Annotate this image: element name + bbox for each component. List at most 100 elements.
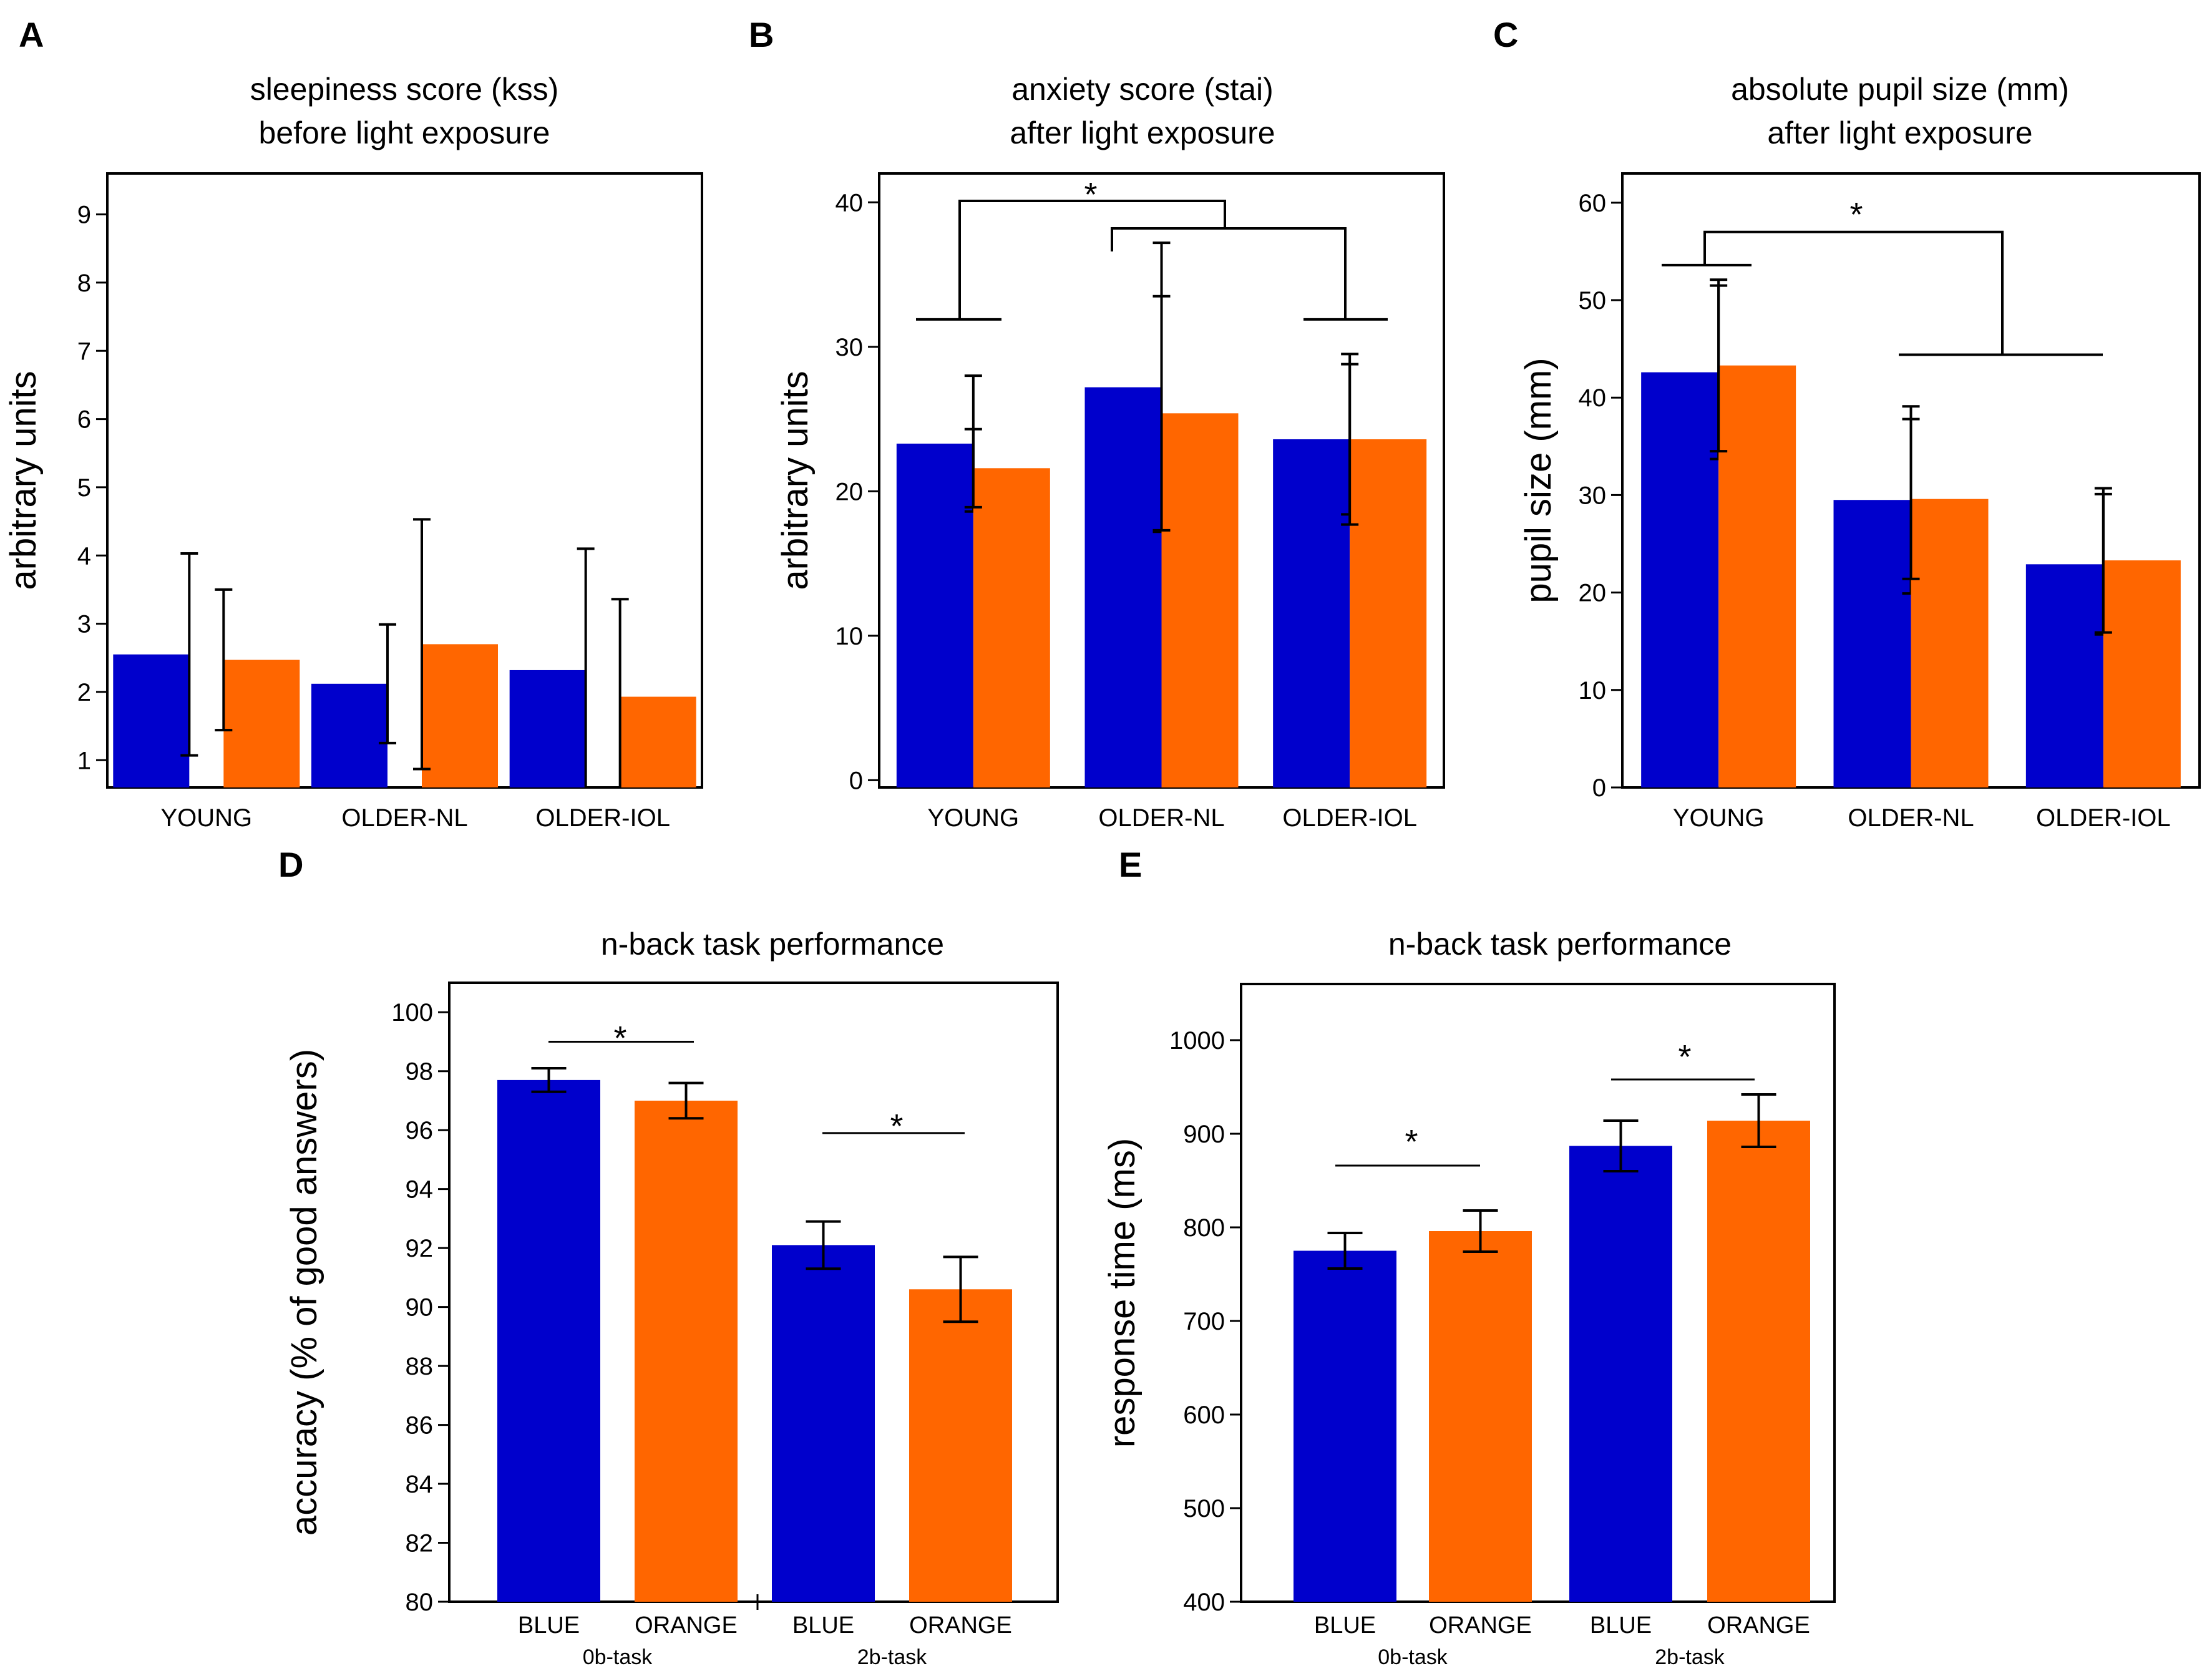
x-category-label: OLDER-NL: [341, 804, 467, 832]
panel-e: En-back task performance 400 500 600 700 800 9…: [1102, 845, 1836, 1669]
bar-orange: [1911, 499, 1989, 787]
x-category-label: OLDER-IOL: [2036, 804, 2171, 832]
x-category-label: BLUE: [792, 1612, 854, 1639]
significance-star: *: [613, 1020, 626, 1057]
y-tick-label: 50: [1579, 287, 1607, 314]
y-tick-label: 500: [1183, 1495, 1225, 1522]
chart-title: n-back task performance: [601, 927, 944, 962]
x-category-label: ORANGE: [1707, 1612, 1810, 1639]
x-category-label: OLDER-NL: [1098, 804, 1224, 832]
y-tick-label: 2: [77, 679, 91, 706]
x-category-label: OLDER-NL: [1848, 804, 1974, 832]
panel-label-c: C: [1493, 15, 1518, 54]
bar-blue: [896, 443, 973, 787]
y-tick-label: 6: [77, 406, 91, 434]
significance-star: *: [1405, 1123, 1418, 1161]
y-tick-label: 60: [1579, 190, 1607, 217]
bar-orange: [2103, 560, 2181, 787]
y-tick-label: 600: [1183, 1401, 1225, 1429]
y-tick-label: 1000: [1169, 1027, 1225, 1055]
significance-star: *: [1084, 176, 1097, 213]
y-tick-label: 40: [836, 189, 864, 217]
x-category-label: OLDER-IOL: [535, 804, 670, 832]
x-group-label: 2b-task: [1655, 1645, 1725, 1669]
chart-title-line: after light exposure: [1767, 115, 2032, 150]
significance-bracket: [1111, 227, 1347, 319]
chart-title-line: after light exposure: [1010, 115, 1275, 150]
y-axis-label: arbitrary units: [775, 371, 816, 590]
significance-bracket: [958, 199, 1226, 319]
bar-orange: [909, 1289, 1012, 1602]
y-tick-label: 86: [406, 1412, 434, 1440]
x-category-label: BLUE: [1314, 1612, 1376, 1639]
bar-orange: [620, 696, 696, 787]
y-tick-label: 7: [77, 338, 91, 365]
significance-star: *: [1678, 1038, 1691, 1076]
y-tick-label: 84: [406, 1471, 434, 1498]
bar-blue: [1084, 387, 1162, 787]
bar-orange: [973, 468, 1050, 787]
bar-blue: [1273, 439, 1350, 787]
bar-blue: [311, 683, 387, 787]
y-tick-label: 30: [836, 334, 864, 361]
x-category-label: BLUE: [518, 1612, 580, 1639]
bar-orange: [1161, 413, 1239, 787]
bar-orange: [1429, 1231, 1532, 1602]
y-tick-label: 900: [1183, 1121, 1225, 1148]
y-tick-label: 100: [391, 999, 433, 1026]
y-tick-label: 96: [406, 1117, 434, 1144]
y-axis-label: response time (ms): [1102, 1138, 1143, 1448]
y-tick-label: 8: [77, 270, 91, 297]
y-tick-label: 800: [1183, 1214, 1225, 1242]
y-tick-label: 40: [1579, 384, 1607, 412]
bar-orange: [1350, 439, 1427, 787]
y-tick-label: 10: [1579, 677, 1607, 704]
x-group-label: 0b-task: [583, 1645, 653, 1669]
y-tick-label: 80: [406, 1589, 434, 1616]
bar-blue: [772, 1245, 875, 1602]
y-tick-label: 0: [849, 767, 863, 794]
significance-star: *: [890, 1108, 903, 1145]
y-tick-label: 90: [406, 1294, 434, 1322]
x-category-label: ORANGE: [635, 1612, 738, 1639]
y-tick-label: 3: [77, 611, 91, 638]
y-axis-label: arbitrary units: [3, 371, 44, 590]
plot-frame: [448, 982, 1059, 1603]
y-tick-label: 94: [406, 1176, 434, 1204]
y-tick-label: 1: [77, 747, 91, 774]
x-category-label: ORANGE: [909, 1612, 1012, 1639]
panel-label-e: E: [1119, 845, 1142, 884]
bar-blue: [1569, 1146, 1672, 1602]
panel-label-b: B: [749, 15, 774, 54]
x-category-label: YOUNG: [160, 804, 252, 832]
y-axis-label: accuracy (% of good answers): [284, 1049, 324, 1536]
y-tick-label: 700: [1183, 1308, 1225, 1335]
y-tick-label: 10: [836, 623, 864, 650]
y-tick-label: 9: [77, 202, 91, 229]
bar-orange: [422, 644, 498, 787]
x-category-label: YOUNG: [927, 804, 1019, 832]
bar-blue: [2025, 564, 2103, 787]
x-group-label: 2b-task: [857, 1645, 927, 1669]
panel-d: Dn-back task performance 80 82 84 86 88 90 92 94…: [278, 845, 1059, 1669]
x-category-label: OLDER-IOL: [1282, 804, 1417, 832]
chart-title-line: sleepiness score (kss): [250, 72, 559, 107]
y-tick-label: 5: [77, 474, 91, 502]
chart-title-line: before light exposure: [259, 115, 550, 150]
y-tick-label: 400: [1183, 1589, 1225, 1616]
y-tick-label: 98: [406, 1058, 434, 1086]
y-tick-label: 88: [406, 1353, 434, 1380]
bar-blue: [509, 670, 586, 787]
panel-label-d: D: [278, 845, 303, 884]
panel-label-a: A: [19, 15, 44, 54]
significance-bracket: [1703, 230, 2004, 355]
bar-orange: [223, 660, 300, 787]
x-category-label: ORANGE: [1429, 1612, 1532, 1639]
bar-orange: [635, 1100, 738, 1602]
y-tick-label: 82: [406, 1530, 434, 1557]
bar-blue: [113, 654, 190, 787]
chart-title-line: anxiety score (stai): [1011, 72, 1274, 107]
